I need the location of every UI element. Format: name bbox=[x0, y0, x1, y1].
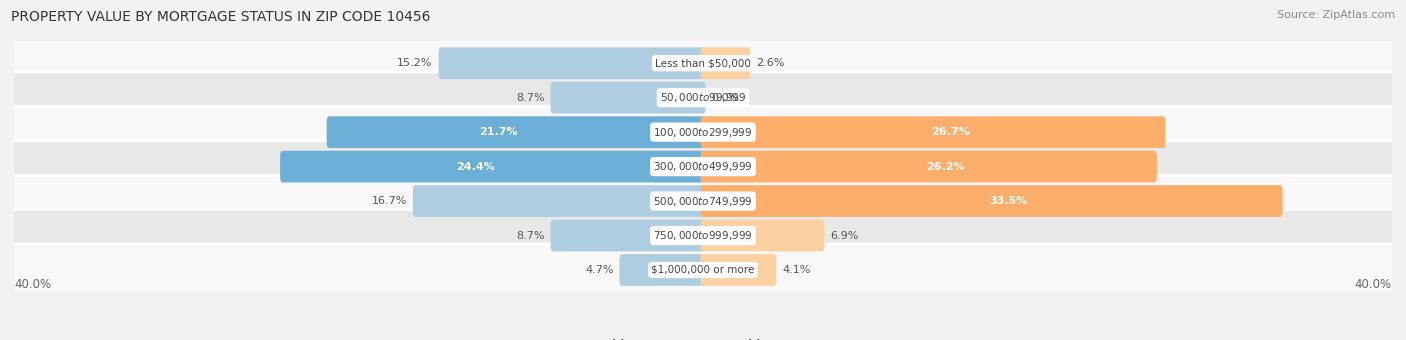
Text: 4.1%: 4.1% bbox=[782, 265, 811, 275]
FancyBboxPatch shape bbox=[700, 254, 776, 286]
FancyBboxPatch shape bbox=[439, 47, 706, 79]
FancyBboxPatch shape bbox=[700, 220, 824, 251]
Text: Source: ZipAtlas.com: Source: ZipAtlas.com bbox=[1277, 10, 1395, 20]
Text: 21.7%: 21.7% bbox=[479, 127, 519, 137]
Text: 4.7%: 4.7% bbox=[585, 265, 613, 275]
Text: 16.7%: 16.7% bbox=[371, 196, 406, 206]
Text: $750,000 to $999,999: $750,000 to $999,999 bbox=[654, 229, 752, 242]
Text: 40.0%: 40.0% bbox=[1355, 278, 1392, 291]
FancyBboxPatch shape bbox=[0, 244, 1406, 296]
Text: PROPERTY VALUE BY MORTGAGE STATUS IN ZIP CODE 10456: PROPERTY VALUE BY MORTGAGE STATUS IN ZIP… bbox=[11, 10, 430, 24]
Text: $50,000 to $99,999: $50,000 to $99,999 bbox=[659, 91, 747, 104]
Legend: Without Mortgage, With Mortgage: Without Mortgage, With Mortgage bbox=[576, 335, 830, 340]
Text: $100,000 to $299,999: $100,000 to $299,999 bbox=[654, 126, 752, 139]
FancyBboxPatch shape bbox=[700, 116, 1166, 148]
Text: 0.0%: 0.0% bbox=[711, 93, 740, 103]
FancyBboxPatch shape bbox=[413, 185, 706, 217]
Text: 8.7%: 8.7% bbox=[516, 93, 544, 103]
Text: 8.7%: 8.7% bbox=[516, 231, 544, 240]
Text: Less than $50,000: Less than $50,000 bbox=[655, 58, 751, 68]
FancyBboxPatch shape bbox=[0, 106, 1406, 158]
Text: 26.7%: 26.7% bbox=[931, 127, 970, 137]
FancyBboxPatch shape bbox=[700, 185, 1282, 217]
Text: $500,000 to $749,999: $500,000 to $749,999 bbox=[654, 194, 752, 207]
Text: 40.0%: 40.0% bbox=[14, 278, 51, 291]
FancyBboxPatch shape bbox=[0, 72, 1406, 123]
Text: 26.2%: 26.2% bbox=[927, 162, 966, 172]
Text: 6.9%: 6.9% bbox=[831, 231, 859, 240]
Text: $300,000 to $499,999: $300,000 to $499,999 bbox=[654, 160, 752, 173]
Text: 2.6%: 2.6% bbox=[756, 58, 785, 68]
Text: 24.4%: 24.4% bbox=[456, 162, 495, 172]
FancyBboxPatch shape bbox=[326, 116, 706, 148]
FancyBboxPatch shape bbox=[0, 175, 1406, 227]
FancyBboxPatch shape bbox=[0, 141, 1406, 192]
Text: 33.5%: 33.5% bbox=[990, 196, 1028, 206]
FancyBboxPatch shape bbox=[700, 151, 1157, 183]
FancyBboxPatch shape bbox=[551, 220, 706, 251]
FancyBboxPatch shape bbox=[0, 210, 1406, 261]
FancyBboxPatch shape bbox=[551, 82, 706, 114]
FancyBboxPatch shape bbox=[280, 151, 706, 183]
FancyBboxPatch shape bbox=[0, 37, 1406, 89]
Text: 15.2%: 15.2% bbox=[398, 58, 433, 68]
FancyBboxPatch shape bbox=[700, 47, 751, 79]
FancyBboxPatch shape bbox=[620, 254, 706, 286]
Text: $1,000,000 or more: $1,000,000 or more bbox=[651, 265, 755, 275]
